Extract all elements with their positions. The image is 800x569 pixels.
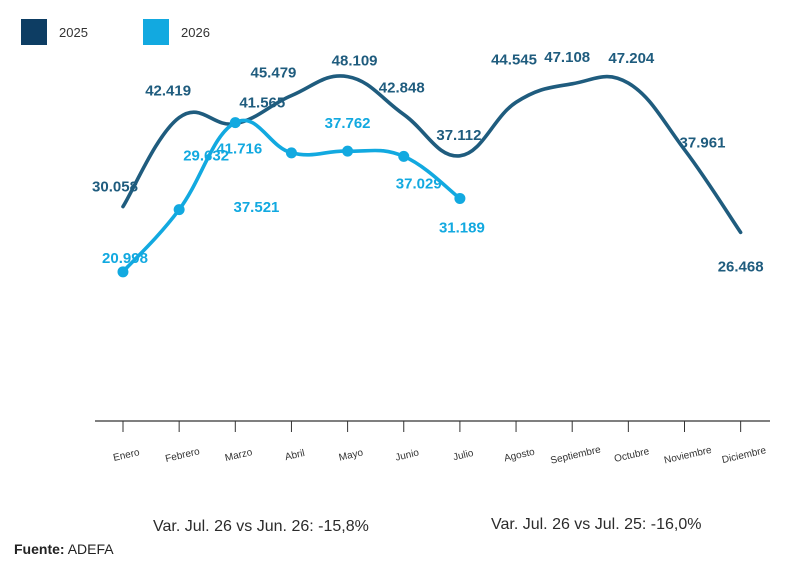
data-label-2025: 30.058: [92, 179, 138, 196]
data-label-2026: 29.632: [183, 148, 229, 165]
x-tick-label: Septiembre: [549, 444, 602, 466]
legend-label-2026: 2026: [181, 24, 210, 40]
x-tick-label: Junio: [394, 447, 420, 463]
series-line-2025: [121, 74, 743, 235]
source-label: Fuente:: [14, 541, 65, 557]
x-tick-label: Octubre: [613, 446, 651, 465]
variation-note-monthly: Var. Jul. 26 vs Jun. 26: -15,8%: [153, 518, 369, 535]
legend-swatch-2025: [21, 19, 47, 45]
x-axis: Enero Febrero Marzo Abril Mayo Junio Julio Agos…: [112, 421, 768, 467]
x-tick-label: Noviembre: [663, 445, 713, 467]
data-label-2025: 41.565: [239, 95, 285, 112]
data-label-2026: 37.762: [325, 115, 371, 132]
data-point-2026: [398, 150, 410, 162]
data-point-2026: [173, 204, 185, 216]
x-tick-label: Diciembre: [721, 445, 768, 466]
data-point-2026: [229, 117, 241, 129]
legend-item-2026: 2026: [143, 19, 210, 45]
data-label-2026: 41.716: [216, 141, 262, 158]
data-label-2025: 44.545: [491, 51, 537, 68]
data-label-2025: 47.204: [608, 50, 655, 67]
series-group: [117, 74, 743, 278]
data-label-2026: 20.998: [102, 250, 148, 267]
legend-item-2025: 2025: [21, 19, 88, 45]
data-point-2026: [454, 192, 466, 204]
data-label-2025: 45.479: [251, 65, 297, 82]
x-tick-label: Julio: [452, 448, 475, 463]
data-point-2026: [117, 266, 129, 278]
x-tick-label: Agosto: [503, 447, 536, 465]
source-note: Fuente: ADEFA: [14, 541, 114, 557]
data-label-2025: 48.109: [332, 53, 378, 70]
data-label-2026: 31.189: [439, 219, 485, 236]
x-tick-label: Febrero: [164, 446, 201, 465]
data-point-2026: [285, 147, 297, 159]
data-label-2025: 37.112: [436, 127, 481, 144]
x-tick-label: Abril: [284, 448, 306, 463]
x-tick-label: Enero: [112, 447, 141, 464]
legend-swatch-2026: [143, 19, 169, 45]
data-label-2026: 37.521: [234, 199, 280, 216]
variation-note-yearly: Var. Jul. 26 vs Jul. 25: -16,0%: [491, 516, 702, 533]
data-label-2026: 37.029: [396, 175, 442, 192]
legend-label-2025: 2025: [59, 24, 88, 40]
data-point-2026: [342, 145, 354, 157]
data-label-2025: 47.108: [544, 49, 590, 66]
data-label-2025: 37.961: [680, 135, 726, 152]
source-value: ADEFA: [67, 541, 114, 557]
data-label-2025: 26.468: [718, 258, 764, 275]
series-line-2026: [121, 118, 462, 274]
data-label-2025: 42.419: [145, 83, 191, 100]
data-label-2025: 42.848: [379, 79, 425, 96]
x-tick-label: Mayo: [338, 447, 365, 463]
x-tick-label: Marzo: [224, 447, 254, 464]
